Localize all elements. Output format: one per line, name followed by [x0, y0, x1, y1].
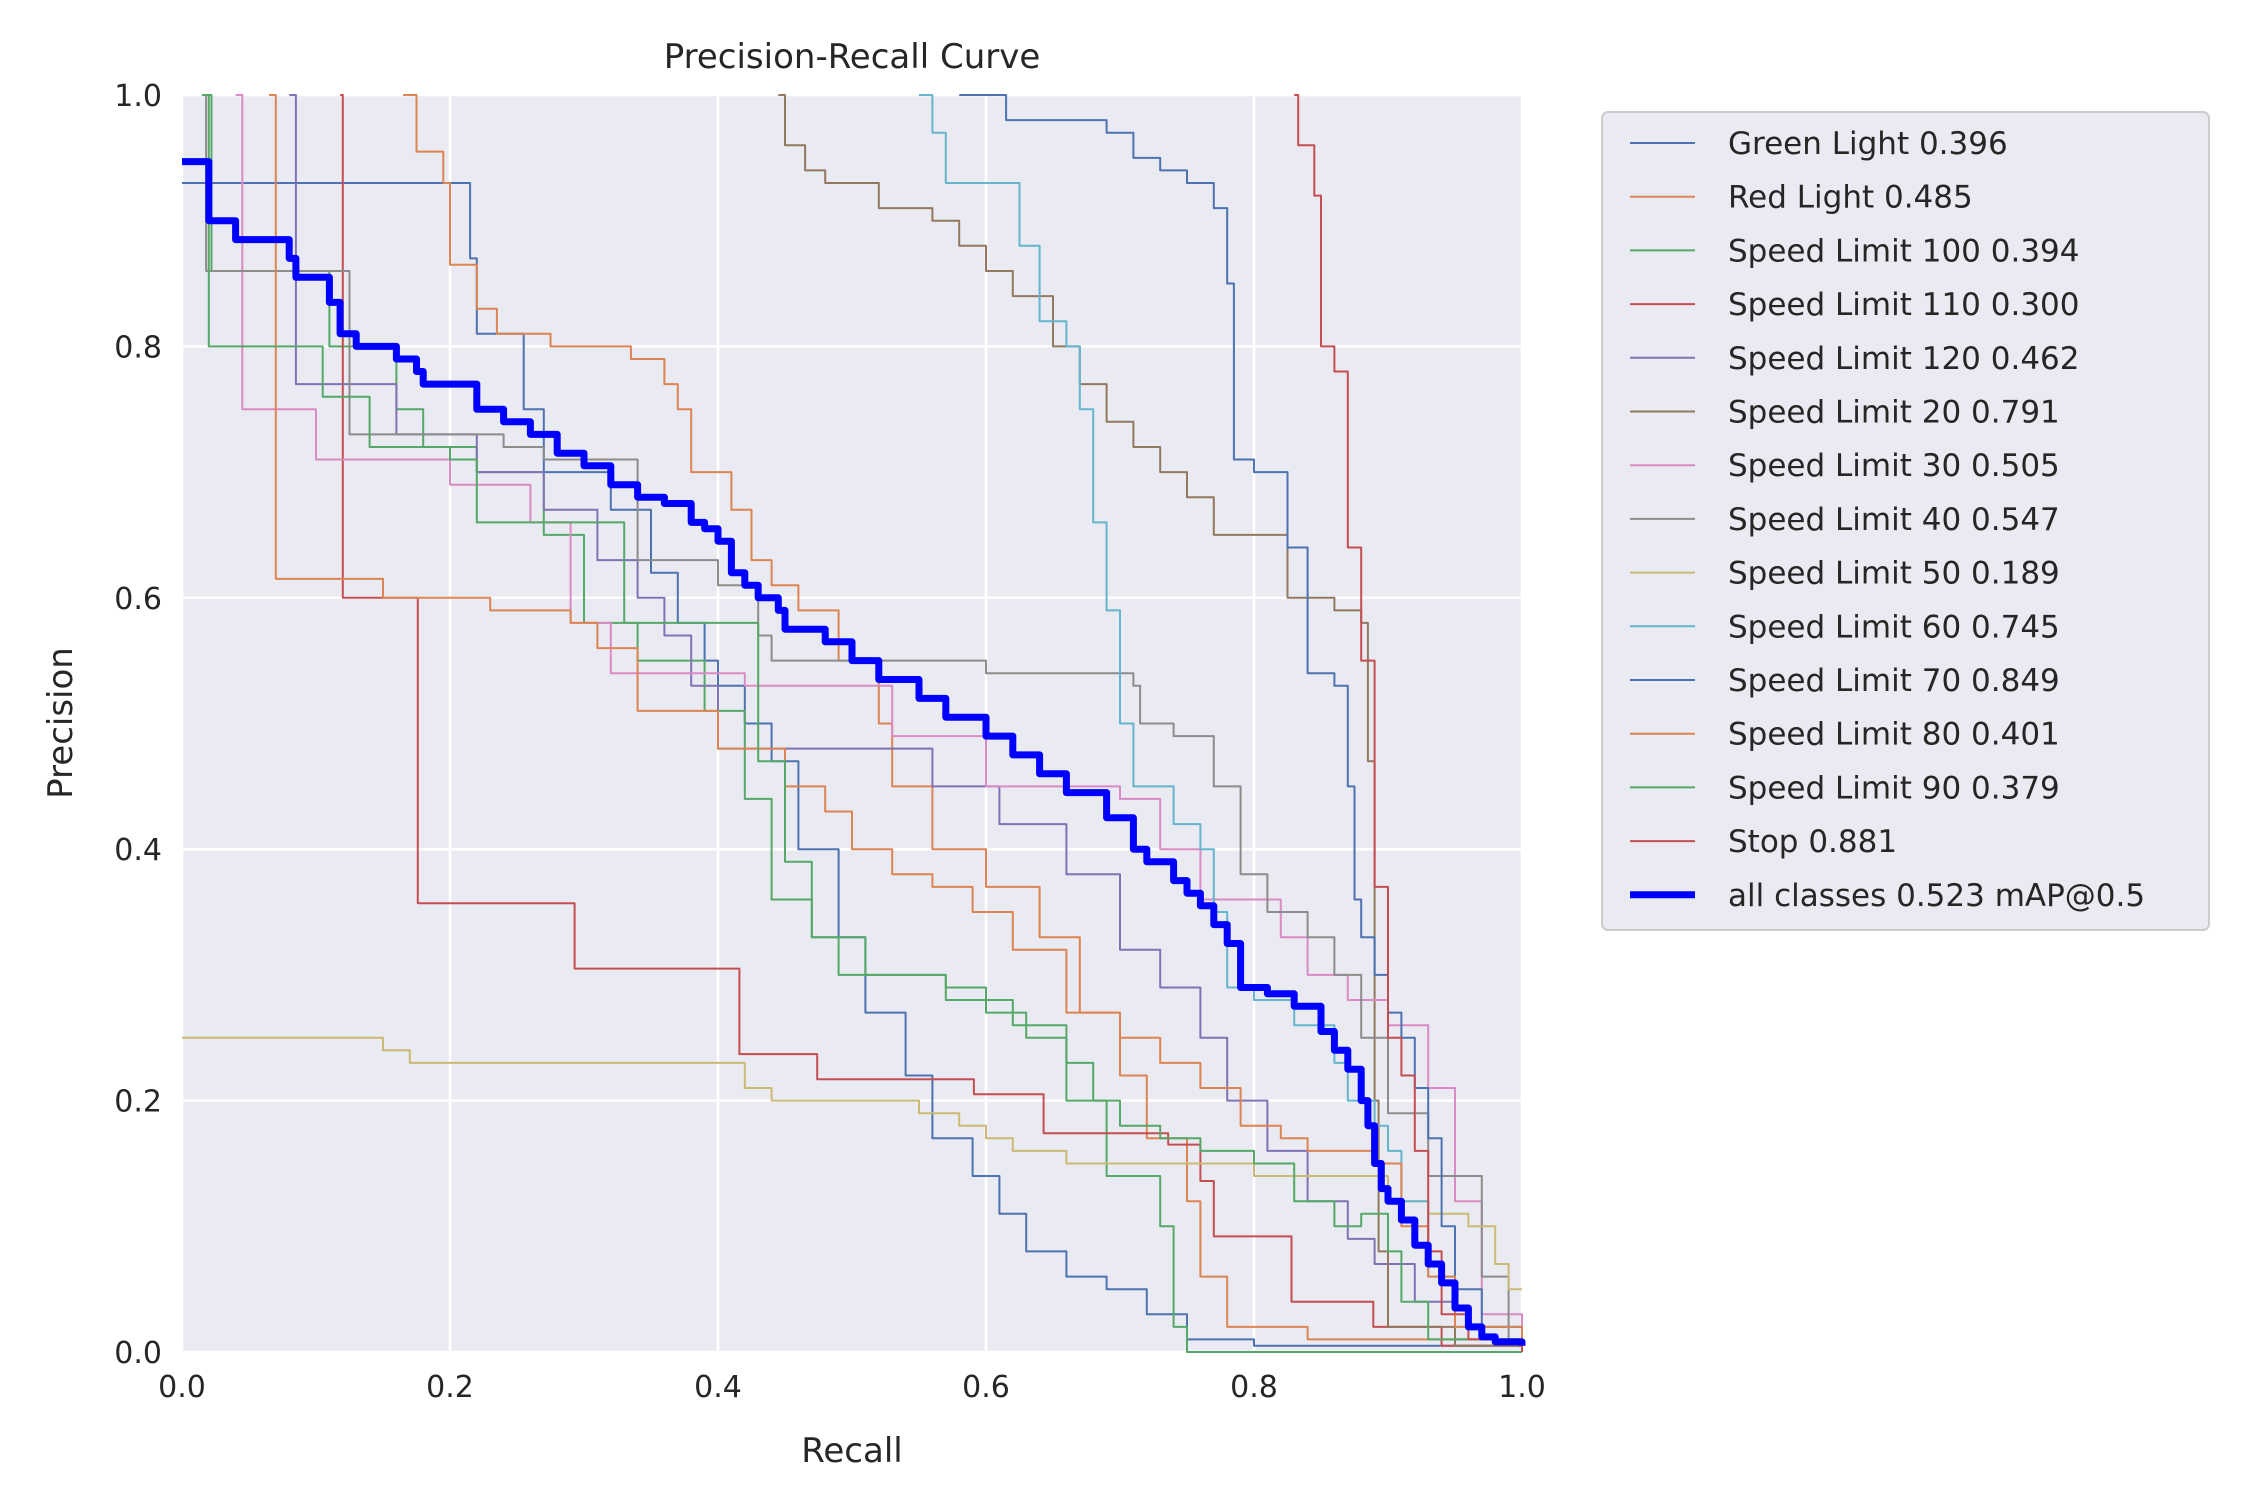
y-tick-label: 0.4 [114, 833, 162, 868]
tick-labels: 0.0 0.2 0.4 0.6 0.8 1.0 0.0 0.2 0.4 0.6 0.8 1.0 [114, 79, 1546, 1405]
series-line-14 [182, 158, 1526, 1346]
x-tick-label: 0.2 [426, 1370, 474, 1405]
legend-entry-label: Speed Limit 50 0.189 [1728, 556, 2060, 592]
x-tick-label: 0.8 [1230, 1370, 1278, 1405]
legend-entry-label: Speed Limit 40 0.547 [1728, 502, 2060, 538]
series-line-3 [340, 94, 1523, 1352]
series-lines [182, 94, 1526, 1353]
y-tick-label: 0.2 [114, 1085, 162, 1120]
x-axis-label: Recall [801, 1431, 902, 1471]
legend-entry-label: Speed Limit 80 0.401 [1728, 717, 2060, 753]
legend-entry-label: Speed Limit 70 0.849 [1728, 663, 2060, 699]
legend-entry-label: Red Light 0.485 [1728, 180, 1973, 216]
y-tick-label: 1.0 [114, 79, 162, 114]
legend-entry-label: all classes 0.523 mAP@0.5 [1728, 878, 2145, 914]
x-tick-label: 0.6 [962, 1370, 1010, 1405]
series-line-5 [778, 94, 1523, 1352]
legend-entry-label: Stop 0.881 [1728, 824, 1897, 860]
legend-entry-label: Speed Limit 100 0.394 [1728, 233, 2080, 269]
legend-entry-label: Speed Limit 30 0.505 [1728, 448, 2060, 484]
series-line-4 [289, 94, 1523, 1352]
x-tick-label: 1.0 [1498, 1370, 1546, 1405]
series-line-7 [202, 94, 1523, 1352]
legend-entry-label: Speed Limit 60 0.745 [1728, 609, 2060, 645]
legend-entry-label: Green Light 0.396 [1728, 126, 2008, 162]
legend-entry-label: Speed Limit 90 0.379 [1728, 770, 2060, 806]
x-tick-label: 0.4 [694, 1370, 742, 1405]
legend: Green Light 0.396 Red Light 0.485 Speed Li… [1601, 111, 2210, 931]
legend-entry-label: Speed Limit 20 0.791 [1728, 395, 2060, 431]
series-line-11 [269, 94, 1523, 1352]
series-line-9 [919, 94, 1523, 1352]
legend-frame [1601, 111, 2210, 931]
series-line-12 [202, 94, 1523, 1352]
legend-entry-label: Speed Limit 120 0.462 [1728, 341, 2080, 377]
x-tick-label: 0.0 [158, 1370, 206, 1405]
y-tick-label: 0.6 [114, 582, 162, 617]
plot-background [182, 95, 1522, 1352]
series-line-10 [959, 94, 1523, 1352]
series-line-8 [182, 1036, 1522, 1291]
legend-entry-label: Speed Limit 110 0.300 [1728, 287, 2080, 323]
series-line-0 [182, 182, 1523, 1352]
y-tick-label: 0.8 [114, 330, 162, 365]
y-tick-label: 0.0 [114, 1336, 162, 1371]
y-axis-label: Precision [41, 647, 81, 799]
chart-title: Precision-Recall Curve [664, 37, 1041, 77]
